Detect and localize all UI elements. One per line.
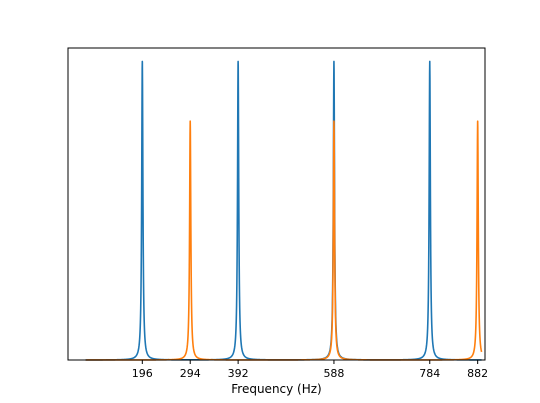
plot-frame <box>67 47 486 361</box>
series-line-1 <box>84 60 483 361</box>
x-ticks: 196 294 392 588 784 882 <box>132 360 488 380</box>
series-layer <box>84 60 483 361</box>
x-tick-label: 882 <box>467 367 488 380</box>
x-tick-label: 588 <box>323 367 344 380</box>
x-tick-label: 392 <box>228 367 249 380</box>
x-axis-label: Frequency (Hz) <box>231 382 322 396</box>
x-tick-label: 784 <box>419 367 440 380</box>
x-tick-label: 196 <box>132 367 153 380</box>
x-tick-label: 294 <box>180 367 201 380</box>
